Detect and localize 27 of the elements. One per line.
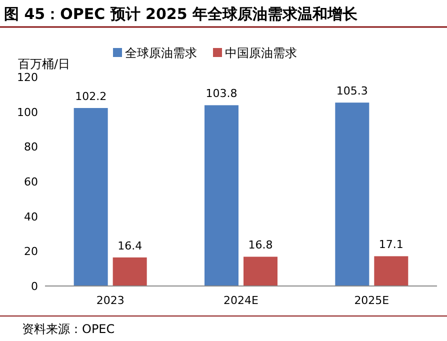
bar xyxy=(74,108,108,286)
bar xyxy=(244,256,278,286)
chart-title: 图 45：OPEC 预计 2025 年全球原油需求温和增长 xyxy=(4,5,359,23)
y-tick-label: 80 xyxy=(24,140,38,154)
legend-label: 中国原油需求 xyxy=(225,46,297,60)
y-axis-title: 百万桶/日 xyxy=(18,57,70,71)
data-label: 105.3 xyxy=(336,84,368,98)
data-label: 17.1 xyxy=(378,238,404,252)
text: 资料来源：OPEC xyxy=(22,322,115,336)
bar xyxy=(335,102,370,286)
y-tick-label: 0 xyxy=(31,280,38,293)
x-tick-label: 2025E xyxy=(354,294,390,307)
bar xyxy=(374,256,408,286)
bar xyxy=(112,257,147,286)
legend-label: 全球原油需求 xyxy=(125,46,197,60)
bar xyxy=(204,105,238,286)
y-tick-label: 60 xyxy=(24,176,38,188)
data-label: 16.4 xyxy=(118,239,142,252)
y-tick-label: 20 xyxy=(24,245,38,258)
x-tick-label: 2024E xyxy=(224,294,259,307)
y-tick-label: 100 xyxy=(17,106,38,119)
data-label: 102.2 xyxy=(75,90,107,103)
y-tick-label: 40 xyxy=(24,210,38,224)
x-tick-label: 2023 xyxy=(96,294,124,307)
data-label: 103.8 xyxy=(206,87,238,100)
data-label: 16.8 xyxy=(248,238,273,252)
y-tick-label: 120 xyxy=(17,71,38,84)
